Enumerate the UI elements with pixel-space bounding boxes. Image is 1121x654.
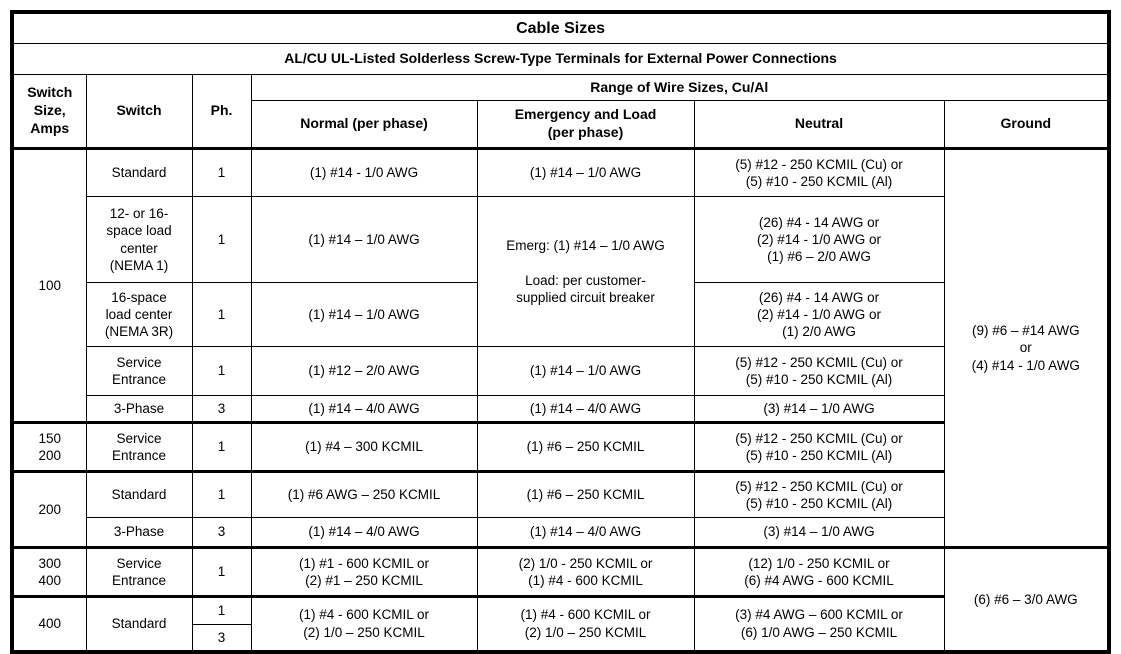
header-switch: Switch bbox=[85, 74, 193, 149]
table-subtitle: AL/CU UL-Listed Solderless Screw-Type Te… bbox=[11, 43, 1110, 75]
normal-cell: (1) #1 - 600 KCMIL or (2) #1 – 250 KCMIL bbox=[250, 546, 478, 597]
table-row: 200 Standard 1 (1) #6 AWG – 250 KCMIL (1… bbox=[11, 470, 1109, 548]
ph-cell: 3 bbox=[191, 517, 252, 548]
switch-cell: Service Entrance bbox=[85, 346, 193, 396]
header-normal: Normal (per phase) bbox=[250, 100, 478, 149]
switch-size-cell: 150 200 bbox=[11, 421, 87, 472]
table-row: 400 Standard 1 (1) #4 - 600 KCMIL or (2)… bbox=[11, 595, 1109, 652]
table-row: 300 400 Service Entrance 1 (1) #1 - 600 … bbox=[11, 546, 1110, 652]
ph-cell: 1 bbox=[191, 147, 252, 197]
switch-size-cell: 200 bbox=[11, 470, 87, 548]
neutral-cell: (12) 1/0 - 250 KCMIL or (6) #4 AWG - 600… bbox=[693, 546, 945, 597]
ph-cell: 1 bbox=[191, 346, 252, 396]
ph-cell: 3 bbox=[191, 624, 252, 652]
table-row: 12- or 16- space load center (NEMA 1) 1 … bbox=[12, 196, 1109, 347]
table-row: 150 200 Service Entrance 1 (1) #4 – 300 … bbox=[11, 421, 1109, 472]
normal-cell: (1) #14 – 1/0 AWG bbox=[250, 196, 478, 283]
header-neutral: Neutral bbox=[693, 100, 945, 149]
ph-cell: 1 bbox=[191, 546, 252, 597]
emergency-cell: (1) #6 – 250 KCMIL bbox=[476, 421, 695, 472]
neutral-cell: (5) #12 - 250 KCMIL (Cu) or (5) #10 - 25… bbox=[693, 421, 945, 472]
neutral-cell: (3) #14 – 1/0 AWG bbox=[693, 517, 945, 548]
ph-cell: 1 bbox=[191, 595, 252, 625]
table-row: 3-Phase 3 (1) #14 – 4/0 AWG (1) #14 – 4/… bbox=[12, 395, 1109, 423]
header-emergency: Emergency and Load (per phase) bbox=[476, 100, 695, 149]
normal-cell: (1) #14 - 1/0 AWG bbox=[250, 147, 478, 197]
switch-cell: Standard bbox=[85, 595, 193, 652]
emergency-cell: Emerg: (1) #14 – 1/0 AWG Load: per custo… bbox=[476, 196, 695, 347]
emergency-cell: (1) #14 – 1/0 AWG bbox=[476, 346, 695, 396]
switch-size-cell: 100 bbox=[11, 147, 87, 423]
table-row: Cable Sizes bbox=[11, 11, 1110, 44]
normal-cell: (1) #12 – 2/0 AWG bbox=[250, 346, 478, 396]
table-header-row: Switch Size, Amps Switch Ph. Range of Wi… bbox=[11, 74, 1110, 149]
neutral-cell: (3) #4 AWG – 600 KCMIL or (6) 1/0 AWG – … bbox=[693, 595, 945, 652]
header-switch-size: Switch Size, Amps bbox=[11, 74, 87, 149]
neutral-cell: (26) #4 - 14 AWG or (2) #14 - 1/0 AWG or… bbox=[693, 282, 945, 347]
emergency-cell: (1) #14 – 4/0 AWG bbox=[476, 395, 695, 423]
normal-cell: (1) #14 – 1/0 AWG bbox=[250, 282, 478, 347]
neutral-cell: (26) #4 - 14 AWG or (2) #14 - 1/0 AWG or… bbox=[693, 196, 945, 283]
emergency-cell: (1) #4 - 600 KCMIL or (2) 1/0 – 250 KCMI… bbox=[476, 595, 695, 652]
neutral-cell: (5) #12 - 250 KCMIL (Cu) or (5) #10 - 25… bbox=[693, 470, 945, 518]
neutral-cell: (5) #12 - 250 KCMIL (Cu) or (5) #10 - 25… bbox=[693, 147, 945, 197]
header-ground: Ground bbox=[943, 100, 1110, 149]
table-title: Cable Sizes bbox=[11, 11, 1110, 44]
table-row: 100 Standard 1 (1) #14 - 1/0 AWG (1) #14… bbox=[11, 147, 1110, 548]
switch-cell: 12- or 16- space load center (NEMA 1) bbox=[85, 196, 193, 283]
ph-cell: 1 bbox=[191, 421, 252, 472]
header-ph: Ph. bbox=[191, 74, 252, 149]
normal-cell: (1) #4 - 600 KCMIL or (2) 1/0 – 250 KCMI… bbox=[250, 595, 478, 652]
table-row: Service Entrance 1 (1) #12 – 2/0 AWG (1)… bbox=[12, 346, 1109, 396]
normal-cell: (1) #14 – 4/0 AWG bbox=[250, 517, 478, 548]
ph-cell: 3 bbox=[191, 395, 252, 423]
switch-cell: 16-space load center (NEMA 3R) bbox=[85, 282, 193, 347]
header-range-of-wire-sizes: Range of Wire Sizes, Cu/Al bbox=[250, 74, 1110, 101]
switch-cell: Standard bbox=[85, 470, 193, 518]
switch-cell: 3-Phase bbox=[85, 517, 193, 548]
normal-cell: (1) #6 AWG – 250 KCMIL bbox=[250, 470, 478, 518]
ph-cell: 1 bbox=[191, 282, 252, 347]
switch-cell: Standard bbox=[85, 147, 193, 197]
neutral-cell: (5) #12 - 250 KCMIL (Cu) or (5) #10 - 25… bbox=[693, 346, 945, 396]
ph-cell: 1 bbox=[191, 470, 252, 518]
switch-size-cell: 400 bbox=[11, 595, 87, 652]
normal-cell: (1) #4 – 300 KCMIL bbox=[250, 421, 478, 472]
ground-cell: (9) #6 – #14 AWG or (4) #14 - 1/0 AWG bbox=[943, 147, 1110, 548]
ground-cell: (6) #6 – 3/0 AWG bbox=[943, 546, 1110, 652]
ph-cell: 1 bbox=[191, 196, 252, 283]
table-row: 16-space load center (NEMA 3R) 1 (1) #14… bbox=[12, 282, 1109, 347]
table-row: AL/CU UL-Listed Solderless Screw-Type Te… bbox=[11, 43, 1110, 75]
neutral-cell: (3) #14 – 1/0 AWG bbox=[693, 395, 945, 423]
switch-size-cell: 300 400 bbox=[11, 546, 87, 597]
switch-cell: Service Entrance bbox=[85, 546, 193, 597]
emergency-cell: (2) 1/0 - 250 KCMIL or (1) #4 - 600 KCMI… bbox=[476, 546, 695, 597]
emergency-cell: (1) #14 – 4/0 AWG bbox=[476, 517, 695, 548]
emergency-cell: (1) #14 – 1/0 AWG bbox=[476, 147, 695, 197]
normal-cell: (1) #14 – 4/0 AWG bbox=[250, 395, 478, 423]
switch-cell: Service Entrance bbox=[85, 421, 193, 472]
cable-sizes-table: Cable Sizes AL/CU UL-Listed Solderless S… bbox=[10, 10, 1112, 654]
emergency-cell: (1) #6 – 250 KCMIL bbox=[476, 470, 695, 518]
switch-cell: 3-Phase bbox=[85, 395, 193, 423]
